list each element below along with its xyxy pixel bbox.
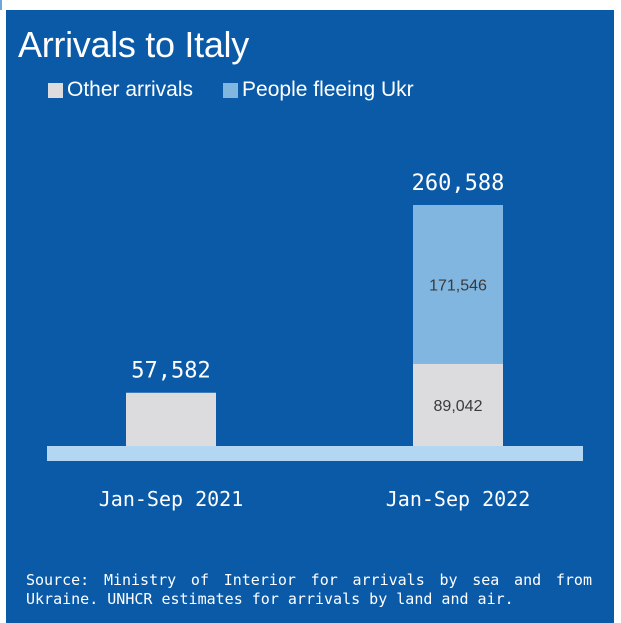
legend-item-other-arrivals: Other arrivals [48,78,193,102]
bar-other-arrivals-0 [126,392,216,446]
legend-label-other-arrivals: Other arrivals [67,78,194,101]
source-note: Source: Ministry of Interior for arrival… [26,571,592,608]
corner-mark [0,0,2,10]
total-label-1: 260,588 [412,171,505,196]
chart-title: Arrivals to Italy [18,24,249,65]
chart-legend: Other arrivals People fleeing Ukr [48,77,444,103]
legend-item-people-fleeing-ukr: People fleeing Ukr [223,78,414,102]
legend-swatch-people-fleeing-ukr [223,82,239,98]
segment-label-other-arrivals-1: 89,042 [434,398,483,415]
baseline-band [47,446,583,461]
segment-label-people-fleeing-ukr-1: 171,546 [429,277,487,294]
legend-swatch-other-arrivals [48,82,63,98]
total-label-0: 57,582 [131,359,210,384]
bar-people-fleeing-ukr-1 [413,205,503,364]
bar-chart: 57,582 Jan-Sep 2021 89,042 171,546 260,588 Ja… [47,171,583,511]
bar-other-arrivals-1 [413,363,503,446]
category-label-1: Jan-Sep 2022 [386,487,531,511]
category-label-0: Jan-Sep 2021 [99,487,244,511]
chart-panel: Arrivals to Italy Other arrivals People … [6,10,614,623]
legend-label-people-fleeing-ukr: People fleeing Ukr [242,78,414,101]
